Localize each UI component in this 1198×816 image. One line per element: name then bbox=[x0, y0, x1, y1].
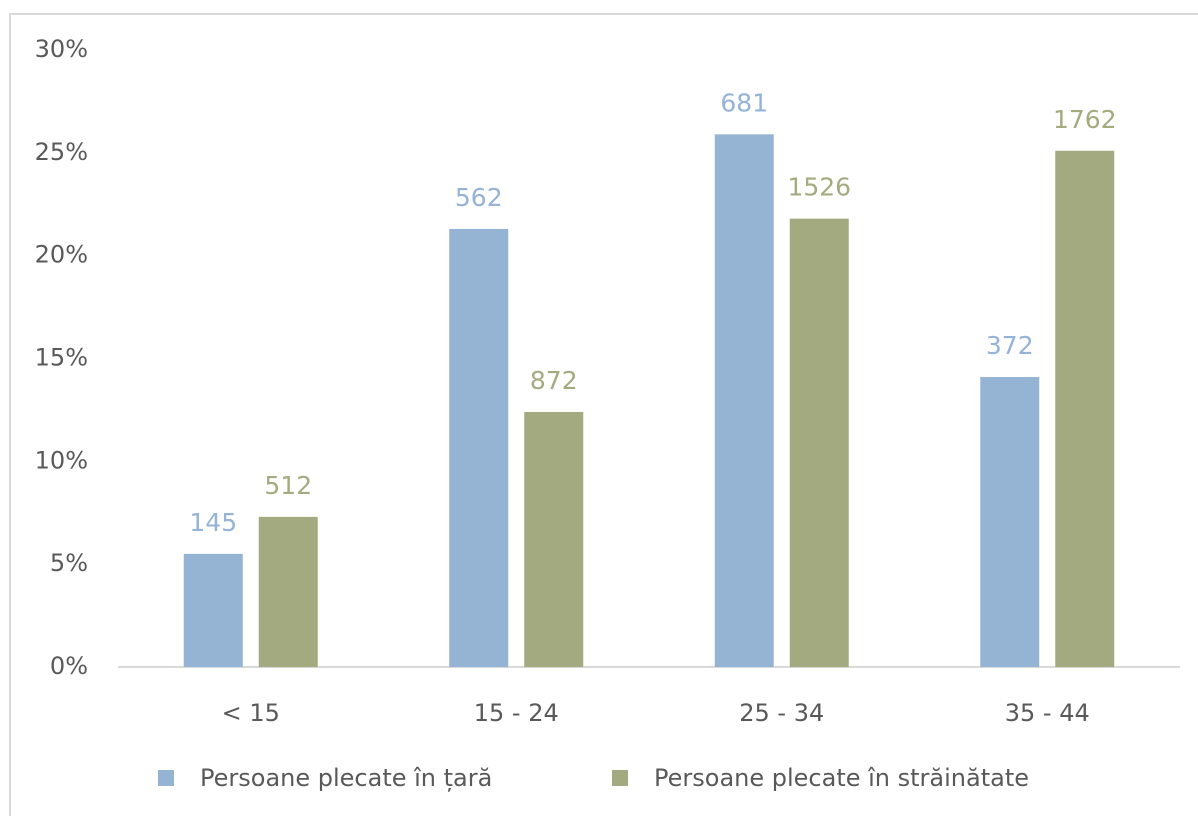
bar bbox=[449, 228, 509, 667]
bar bbox=[789, 218, 849, 667]
legend-swatch bbox=[612, 770, 628, 786]
x-tick-label: 15 - 24 bbox=[474, 699, 559, 727]
legend-label: Persoane plecate în țară bbox=[200, 764, 492, 792]
bar bbox=[524, 411, 584, 667]
chart-border bbox=[9, 13, 1198, 816]
bar bbox=[714, 134, 774, 667]
y-tick-label: 0% bbox=[50, 652, 88, 680]
bar bbox=[258, 516, 318, 667]
y-tick-label: 25% bbox=[35, 138, 88, 166]
y-tick-label: 20% bbox=[35, 241, 88, 269]
data-label: 562 bbox=[455, 183, 503, 212]
y-tick-label: 5% bbox=[50, 549, 88, 577]
data-label: 872 bbox=[530, 366, 578, 395]
y-tick-label: 15% bbox=[35, 344, 88, 372]
x-tick-label: 25 - 34 bbox=[739, 699, 824, 727]
bar bbox=[183, 553, 243, 667]
legend-label: Persoane plecate în străinătate bbox=[654, 764, 1029, 792]
bar bbox=[1055, 150, 1115, 667]
data-label: 512 bbox=[264, 471, 312, 500]
y-tick-label: 30% bbox=[35, 35, 88, 63]
data-label: 1526 bbox=[787, 173, 851, 202]
data-label: 681 bbox=[720, 88, 768, 117]
x-tick-label: 35 - 44 bbox=[1005, 699, 1090, 727]
data-label: 145 bbox=[189, 508, 237, 537]
legend-swatch bbox=[158, 770, 174, 786]
data-label: 1762 bbox=[1053, 105, 1117, 134]
x-tick-label: < 15 bbox=[222, 699, 280, 727]
y-tick-label: 10% bbox=[35, 446, 88, 474]
data-label: 372 bbox=[986, 331, 1034, 360]
bar bbox=[980, 377, 1040, 667]
